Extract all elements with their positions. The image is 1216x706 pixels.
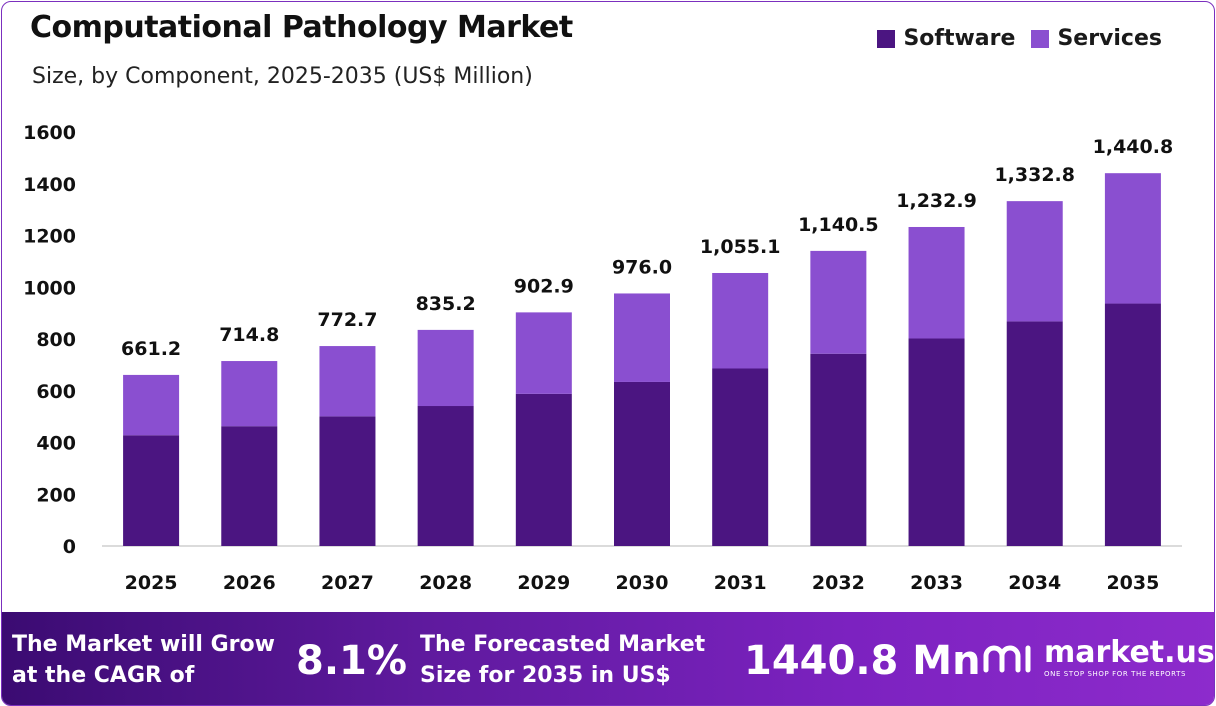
brand-name: market.us [1044, 635, 1215, 670]
bar-software-2032 [810, 353, 867, 546]
x-tick-label-2035: 2035 [1106, 572, 1159, 594]
bar-services-2028 [417, 329, 474, 407]
forecast-value: 1440.8 Mn [744, 638, 981, 684]
x-tick-label-2030: 2030 [616, 572, 669, 594]
bar-software-2027 [319, 416, 376, 546]
total-label-2029: 902.9 [514, 275, 574, 297]
y-tick-label-7: 1400 [23, 174, 76, 196]
total-label-2027: 772.7 [317, 309, 377, 331]
bar-software-2033 [908, 338, 965, 546]
x-tick-label-2025: 2025 [125, 572, 178, 594]
total-label-2035: 1,440.8 [1093, 136, 1174, 158]
y-tick-label-0: 0 [63, 536, 76, 558]
bar-services-2034 [1006, 201, 1063, 322]
x-tick-label-2029: 2029 [517, 572, 570, 594]
y-tick-label-4: 800 [36, 329, 76, 351]
market-us-logo-icon [983, 645, 1031, 673]
x-tick-label-2032: 2032 [812, 572, 865, 594]
bar-software-2028 [417, 406, 474, 546]
x-tick-label-2033: 2033 [910, 572, 963, 594]
total-label-2025: 661.2 [121, 338, 181, 360]
bar-software-2034 [1006, 321, 1063, 546]
bar-services-2026 [221, 361, 278, 427]
x-tick-label-2034: 2034 [1008, 572, 1061, 594]
bar-software-2031 [712, 368, 769, 546]
legend-swatch-services [1031, 29, 1050, 48]
brand-tagline: ONE STOP SHOP FOR THE REPORTS [1044, 670, 1187, 678]
legend-item-services: Services [1031, 26, 1162, 51]
bar-services-2029 [515, 312, 572, 394]
legend: Software Services [877, 26, 1162, 51]
legend-swatch-software [877, 29, 896, 48]
bar-services-2027 [319, 346, 376, 417]
bar-software-2025 [123, 435, 180, 546]
bar-services-2033 [908, 226, 965, 339]
bar-services-2031 [712, 272, 769, 369]
legend-label-services: Services [1057, 26, 1162, 51]
bar-software-2030 [614, 381, 670, 546]
bar-services-2030 [614, 293, 670, 382]
chart-subtitle: Size, by Component, 2025-2035 (US$ Milli… [32, 64, 533, 89]
total-label-2034: 1,332.8 [994, 164, 1075, 186]
x-tick-label-2031: 2031 [714, 572, 767, 594]
total-label-2032: 1,140.5 [798, 214, 879, 236]
y-tick-label-3: 600 [36, 381, 76, 403]
total-label-2028: 835.2 [416, 293, 476, 315]
x-tick-label-2028: 2028 [419, 572, 472, 594]
bar-software-2029 [515, 393, 572, 546]
total-label-2026: 714.8 [219, 324, 279, 346]
bar-services-2032 [810, 250, 867, 354]
y-tick-label-2: 400 [36, 433, 76, 455]
total-label-2031: 1,055.1 [700, 236, 781, 258]
bar-software-2035 [1104, 303, 1161, 546]
total-label-2033: 1,232.9 [896, 190, 977, 212]
total-label-2030: 976.0 [612, 256, 672, 278]
cagr-text: The Market will Grow at the CAGR of [12, 632, 275, 688]
bar-services-2035 [1104, 173, 1161, 304]
bar-software-2026 [221, 426, 278, 546]
y-tick-label-5: 1000 [23, 277, 76, 299]
y-tick-label-8: 1600 [23, 122, 76, 144]
y-tick-label-1: 200 [36, 484, 76, 506]
x-tick-label-2027: 2027 [321, 572, 374, 594]
bar-chart: 0 200 400 600 800 1000 1200 1400 1600 661.2 2025 71… [23, 122, 1182, 594]
brand-logo: market.us ONE STOP SHOP FOR THE REPORTS [982, 635, 1215, 678]
y-tick-label-6: 1200 [23, 226, 76, 248]
legend-label-software: Software [903, 26, 1016, 51]
footer-banner: The Market will Grow at the CAGR of 8.1%… [2, 612, 1215, 705]
chart-title: Computational Pathology Market [30, 10, 573, 45]
cagr-value: 8.1% [296, 638, 407, 684]
forecast-text: The Forecasted Market Size for 2035 in U… [420, 632, 706, 688]
legend-item-software: Software [877, 26, 1015, 51]
x-tick-label-2026: 2026 [223, 572, 276, 594]
bar-services-2025 [123, 374, 180, 436]
